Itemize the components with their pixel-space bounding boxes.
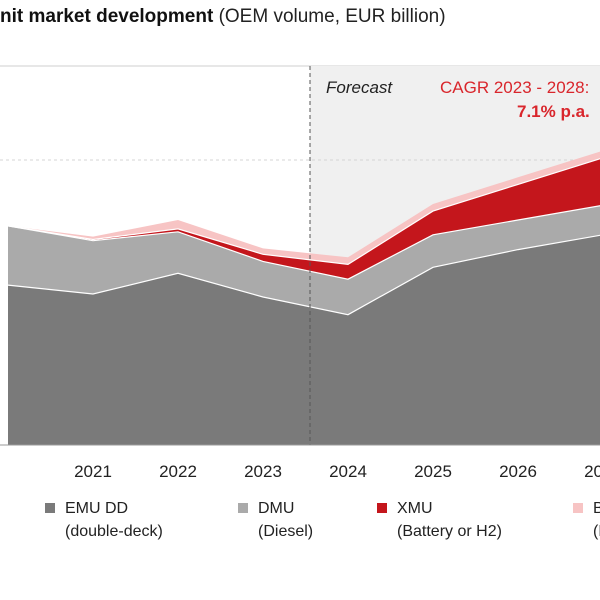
- legend-label-line2: (Diesel): [258, 523, 314, 540]
- legend-swatch: [45, 503, 55, 513]
- chart-title-sub: (OEM volume, EUR billion): [218, 6, 446, 27]
- area-edge: [7, 158, 600, 266]
- legend-swatch: [377, 503, 387, 513]
- x-tick-label: 2022: [159, 462, 197, 481]
- legend-label: DMU (Diesel): [258, 497, 313, 543]
- legend-label-line2: (double-deck): [65, 523, 163, 540]
- cagr-label: CAGR 2023 - 2028:: [440, 78, 589, 97]
- legend-label-line1: XMU: [397, 500, 433, 517]
- area-edge: [7, 205, 600, 280]
- legend-label: EMU DD (double-deck): [65, 497, 163, 543]
- x-tick-label: 2021: [74, 462, 112, 481]
- chart-title: nit market development (OEM volume, EUR …: [0, 6, 446, 28]
- legend-swatch: [573, 503, 583, 513]
- legend-swatch: [238, 503, 248, 513]
- x-tick-label: 2027: [584, 462, 600, 481]
- x-tick-label: 2026: [499, 462, 537, 481]
- legend-label-line1: B: [593, 500, 600, 517]
- chart-title-main: nit market development: [0, 6, 214, 27]
- legend-label: B (D: [593, 497, 600, 543]
- x-tick-label: 2024: [329, 462, 367, 481]
- legend-label-line1: DMU: [258, 500, 295, 517]
- x-tick-label: 2023: [244, 462, 282, 481]
- forecast-label: Forecast: [326, 78, 393, 97]
- legend-label-line2: (D: [593, 523, 600, 540]
- legend-label-line2: (Battery or H2): [397, 523, 502, 540]
- legend-label: XMU (Battery or H2): [397, 497, 502, 543]
- area-dmu: [8, 205, 600, 315]
- area-xmu: [8, 158, 600, 280]
- x-tick-label: 2025: [414, 462, 452, 481]
- legend-label-line1: EMU DD: [65, 500, 129, 517]
- area-edge: [7, 234, 600, 316]
- cagr-value: 7.1% p.a.: [517, 102, 590, 121]
- area-emu_dd: [8, 235, 600, 445]
